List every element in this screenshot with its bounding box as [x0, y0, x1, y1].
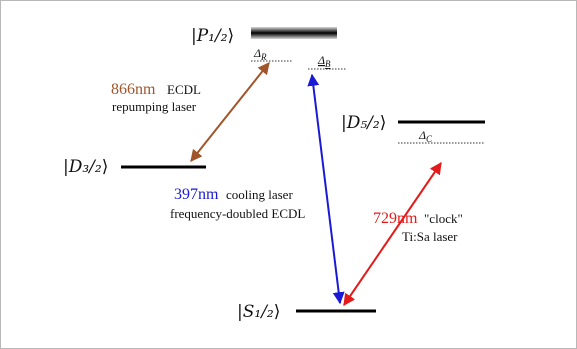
clock-line1: "clock"	[424, 211, 463, 226]
repump-line1: ECDL	[167, 82, 201, 97]
s12-level-label: |S₁/₂⟩	[237, 302, 280, 322]
delta-c-label: ΔC	[418, 128, 433, 144]
repump-arrow	[190, 62, 270, 162]
p12-level-label: |P₁/₂⟩	[191, 26, 234, 46]
cooling-line1: cooling laser	[226, 187, 293, 202]
cooling-line2: frequency-doubled ECDL	[170, 206, 305, 221]
cooling-wavelength: 397nm	[174, 186, 219, 203]
d52-level-label: |D₅/₂⟩	[341, 113, 386, 133]
repump-line2: repumping laser	[112, 99, 197, 114]
clock-arrow	[343, 162, 442, 306]
d32-level-label: |D₃/₂⟩	[63, 157, 108, 177]
delta-r-label: ΔR	[253, 46, 267, 62]
clock-wavelength: 729nm	[373, 210, 418, 227]
delta-b-label: ΔB	[317, 53, 331, 69]
p12-level-line	[251, 27, 337, 39]
repump-wavelength: 866nm	[111, 81, 156, 98]
clock-line2: Ti:Sa laser	[402, 229, 458, 244]
cooling-arrow	[307, 73, 345, 305]
